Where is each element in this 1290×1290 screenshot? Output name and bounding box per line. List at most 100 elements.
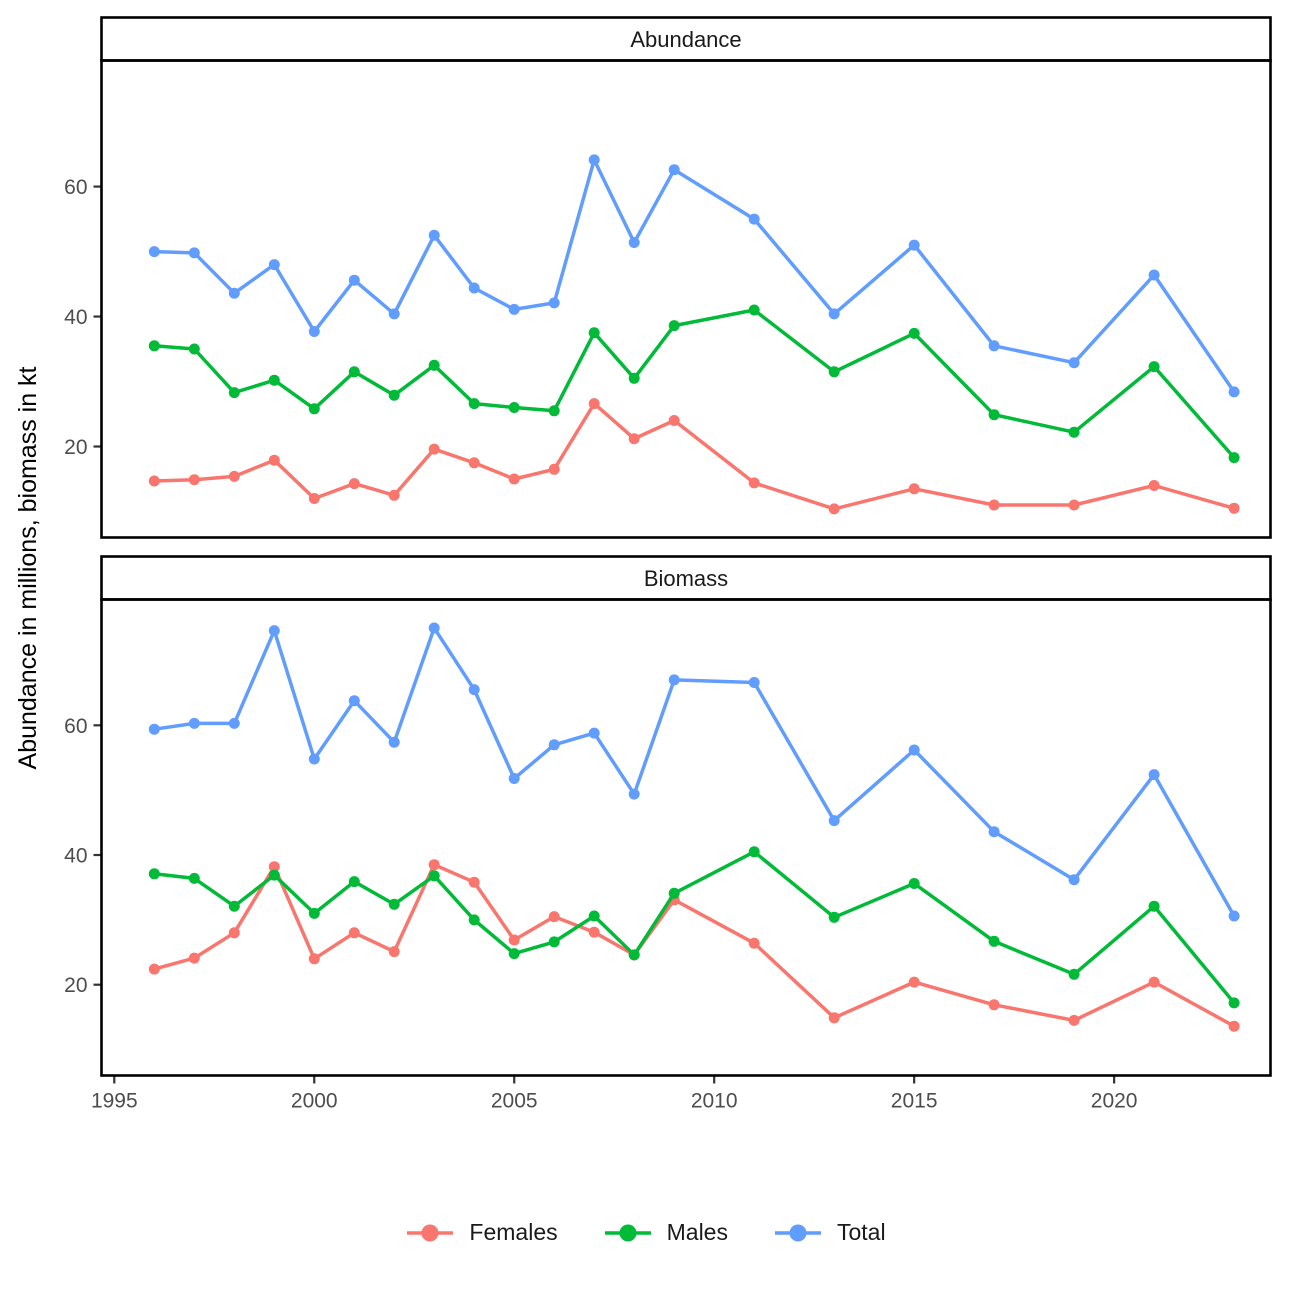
point-males-2006 bbox=[548, 405, 560, 417]
point-males-2019 bbox=[1068, 968, 1080, 980]
point-females-2005 bbox=[508, 473, 520, 485]
point-females-1996 bbox=[148, 475, 160, 487]
point-total-1996 bbox=[148, 723, 160, 735]
point-females-2011 bbox=[748, 937, 760, 949]
point-females-2005 bbox=[508, 934, 520, 946]
point-males-2002 bbox=[388, 389, 400, 401]
legend: Females Males Total bbox=[0, 1219, 1290, 1246]
y-tick-label: 40 bbox=[64, 306, 87, 329]
point-females-2002 bbox=[388, 489, 400, 501]
point-females-2004 bbox=[468, 457, 480, 469]
point-total-2003 bbox=[428, 622, 440, 634]
point-males-2013 bbox=[828, 911, 840, 923]
y-tick-label: 40 bbox=[64, 845, 87, 868]
point-males-1996 bbox=[148, 340, 160, 352]
point-females-1999 bbox=[268, 454, 280, 466]
point-males-1999 bbox=[268, 374, 280, 386]
y-axis-title: Abundance in millions, biomass in kt bbox=[14, 366, 42, 769]
y-tick-label: 60 bbox=[64, 176, 87, 199]
facet-strip-abundance: Abundance bbox=[100, 16, 1272, 62]
x-tick-label: 2005 bbox=[491, 1090, 538, 1113]
point-total-2005 bbox=[508, 773, 520, 784]
point-females-1997 bbox=[188, 474, 200, 486]
point-total-2000 bbox=[308, 326, 320, 337]
point-total-2008 bbox=[628, 788, 640, 800]
point-total-2021 bbox=[1148, 769, 1160, 781]
point-males-2003 bbox=[428, 870, 440, 882]
legend-label-females: Females bbox=[469, 1219, 558, 1245]
point-males-2000 bbox=[308, 403, 320, 415]
point-females-2015 bbox=[908, 483, 920, 495]
strip-background bbox=[100, 555, 1272, 601]
point-total-1999 bbox=[268, 259, 280, 271]
point-females-2017 bbox=[988, 999, 1000, 1011]
point-males-2021 bbox=[1148, 361, 1160, 373]
x-tick-label: 1995 bbox=[91, 1090, 138, 1113]
point-total-2011 bbox=[748, 213, 760, 225]
y-tick-label: 20 bbox=[64, 974, 87, 997]
point-males-1998 bbox=[228, 387, 240, 399]
point-males-2017 bbox=[988, 935, 1000, 947]
point-males-2011 bbox=[748, 304, 760, 316]
point-total-2015 bbox=[908, 239, 920, 251]
point-total-2019 bbox=[1068, 874, 1080, 886]
y-axis-abundance: 20 40 60 bbox=[64, 176, 102, 459]
point-males-2017 bbox=[988, 409, 1000, 421]
point-total-1998 bbox=[228, 287, 240, 299]
point-total-2007 bbox=[588, 154, 600, 166]
point-total-2015 bbox=[908, 744, 920, 756]
point-total-2002 bbox=[388, 736, 400, 748]
point-females-1996 bbox=[148, 963, 160, 975]
point-males-2023 bbox=[1228, 997, 1240, 1009]
x-tick-label: 2010 bbox=[691, 1090, 738, 1113]
point-total-2003 bbox=[428, 229, 440, 241]
point-males-2023 bbox=[1228, 452, 1240, 464]
point-males-2004 bbox=[468, 398, 480, 410]
point-females-2019 bbox=[1068, 1014, 1080, 1026]
point-females-2008 bbox=[628, 433, 640, 445]
point-males-2009 bbox=[668, 887, 680, 899]
point-females-2006 bbox=[548, 463, 560, 475]
line-total bbox=[152, 158, 1236, 394]
point-females-2021 bbox=[1148, 976, 1160, 988]
point-females-1997 bbox=[188, 952, 200, 964]
point-males-2008 bbox=[628, 372, 640, 384]
point-females-1998 bbox=[228, 927, 240, 939]
point-males-2006 bbox=[548, 936, 560, 948]
point-males-2000 bbox=[308, 907, 320, 919]
point-total-2009 bbox=[668, 674, 680, 686]
point-males-2002 bbox=[388, 898, 400, 910]
point-females-2013 bbox=[828, 503, 840, 515]
point-males-2004 bbox=[468, 914, 480, 926]
point-females-2023 bbox=[1228, 1020, 1240, 1032]
point-females-2017 bbox=[988, 499, 1000, 511]
point-males-2007 bbox=[588, 910, 600, 922]
point-females-2013 bbox=[828, 1012, 840, 1024]
point-females-1999 bbox=[268, 861, 280, 873]
x-axis: 1995 2000 2005 2010 2015 2020 bbox=[91, 1075, 1138, 1113]
legend-label-total: Total bbox=[836, 1219, 886, 1245]
point-females-2001 bbox=[348, 927, 360, 939]
x-tick-label: 2020 bbox=[1091, 1090, 1138, 1113]
point-females-1998 bbox=[228, 470, 240, 482]
point-females-2011 bbox=[748, 477, 760, 489]
point-total-1997 bbox=[188, 717, 200, 729]
point-total-2006 bbox=[548, 739, 560, 751]
panel-border-abundance bbox=[100, 59, 1272, 539]
point-males-2005 bbox=[508, 948, 520, 960]
legend-label-males: Males bbox=[666, 1219, 728, 1245]
point-males-2015 bbox=[908, 327, 920, 339]
point-females-2021 bbox=[1148, 480, 1160, 491]
legend-item-total: Total bbox=[772, 1219, 886, 1246]
legend-item-females: Females bbox=[404, 1219, 558, 1246]
point-females-2019 bbox=[1068, 499, 1080, 511]
point-total-2007 bbox=[588, 727, 600, 739]
facet-strip-biomass: Biomass bbox=[100, 555, 1272, 601]
y-axis-biomass: 20 40 60 bbox=[64, 715, 102, 997]
y-tick-label: 60 bbox=[64, 715, 87, 738]
point-males-1999 bbox=[268, 869, 280, 881]
point-total-2001 bbox=[348, 695, 360, 707]
point-females-2015 bbox=[908, 976, 920, 988]
